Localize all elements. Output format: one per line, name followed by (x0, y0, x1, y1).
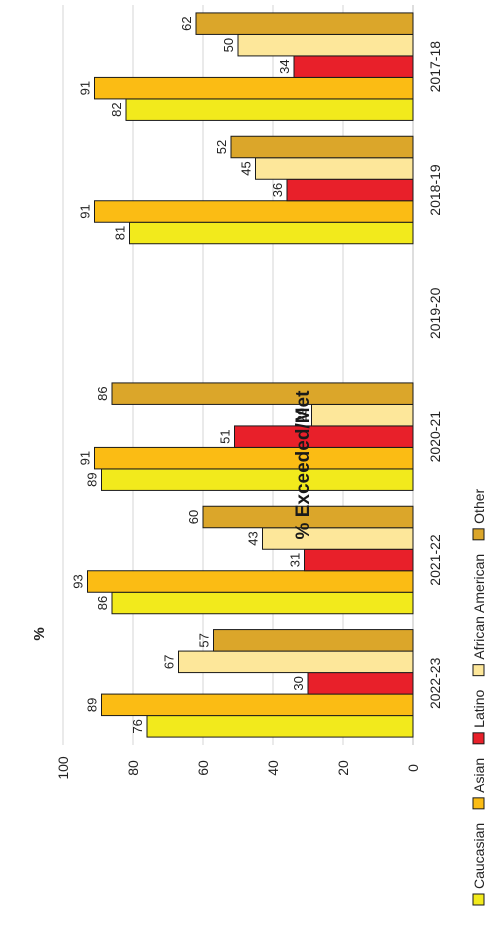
data-label: 29 (295, 408, 310, 422)
bar (230, 135, 414, 159)
data-label: 91 (78, 204, 93, 218)
data-label: 86 (95, 596, 110, 610)
data-label: 93 (71, 574, 86, 588)
bar (129, 221, 414, 245)
legend-swatch (472, 664, 485, 677)
bar (101, 468, 414, 491)
data-label: 31 (288, 553, 303, 567)
bar (286, 178, 414, 202)
legend-label: African American (471, 554, 487, 660)
data-label: 45 (239, 161, 254, 175)
bar (237, 33, 414, 57)
bar (311, 403, 414, 427)
bar (234, 425, 414, 448)
data-labels: 82 91 34 50 62 81 91 36 45 52 89 91 51 29 86 86 93 31 43 60… (71, 16, 310, 733)
legend-label: Asian (471, 758, 487, 793)
bar (94, 446, 414, 470)
bar (307, 672, 414, 695)
data-label: 30 (291, 676, 306, 690)
category-label: 2020-21 (427, 411, 443, 463)
legend-label: Latino (471, 689, 487, 727)
data-label: 36 (270, 183, 285, 197)
category-label: 2017-18 (427, 41, 443, 93)
value-axis-ticks: 0 20 40 60 80 100 (55, 756, 421, 780)
legend-swatch (472, 893, 485, 906)
category-label: 2019-20 (427, 287, 443, 339)
legend-swatch (472, 528, 485, 541)
bar (195, 12, 414, 35)
data-label: 76 (130, 719, 145, 733)
data-label: 91 (78, 81, 93, 95)
data-label: 57 (197, 633, 212, 647)
value-tick-label: 100 (55, 756, 71, 780)
category-label: 2022-23 (427, 657, 443, 709)
bar (146, 715, 414, 738)
data-label: 89 (85, 472, 100, 486)
bar (213, 629, 414, 652)
data-label: 86 (95, 386, 110, 400)
bar (255, 157, 414, 180)
value-tick-label: 40 (265, 760, 281, 776)
bar (101, 693, 414, 717)
bar (111, 382, 414, 405)
data-label: 50 (221, 38, 236, 52)
bar (94, 200, 414, 223)
bar (202, 505, 414, 529)
value-tick-label: 60 (195, 760, 211, 776)
value-tick-label: 0 (405, 764, 421, 772)
data-label: 34 (277, 59, 292, 73)
legend-swatch (472, 732, 485, 745)
bar (293, 55, 414, 78)
data-label: 52 (214, 140, 229, 154)
data-label: 91 (78, 451, 93, 465)
bar (304, 548, 414, 572)
bar (111, 591, 414, 615)
data-label: 62 (179, 16, 194, 30)
category-label: 2021-22 (427, 534, 443, 586)
bar (94, 76, 414, 100)
category-label: 2018-19 (427, 164, 443, 216)
bar (178, 650, 414, 674)
data-label: 82 (109, 102, 124, 116)
bar (262, 527, 414, 550)
value-axis-label: % (31, 627, 48, 640)
category-axis-labels: 2017-18 2018-19 2019-20 2020-21 2021-22 2022-… (427, 41, 443, 709)
value-tick-label: 80 (125, 760, 141, 776)
bar (125, 98, 414, 121)
legend-label: Other (471, 488, 487, 523)
data-label: 51 (218, 429, 233, 443)
bar (87, 570, 414, 593)
data-label: 67 (162, 655, 177, 669)
data-label: 81 (113, 226, 128, 240)
legend: Caucasian Asian Latino African American Othe… (471, 488, 487, 906)
grid-lines (62, 5, 414, 745)
data-label: 60 (186, 510, 201, 524)
bars (87, 12, 414, 738)
legend-swatch (472, 797, 485, 810)
value-tick-label: 20 (335, 760, 351, 776)
data-label: 89 (85, 698, 100, 712)
legend-label: Caucasian (471, 823, 487, 889)
data-label: 43 (246, 531, 261, 545)
chart-title: % Exceeded/Met (293, 390, 314, 540)
